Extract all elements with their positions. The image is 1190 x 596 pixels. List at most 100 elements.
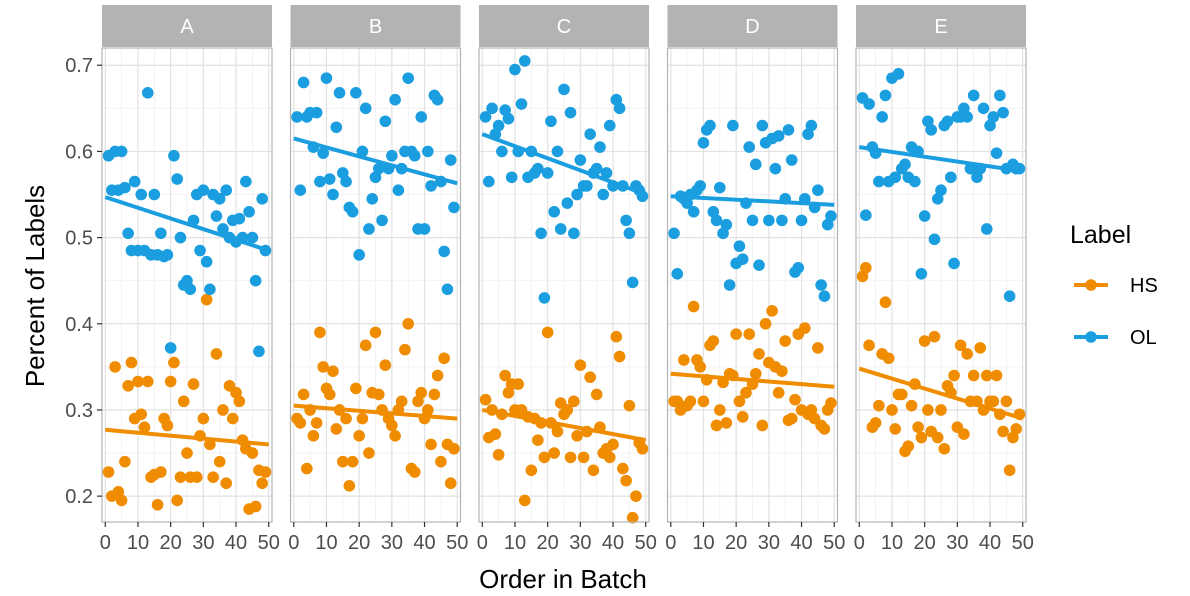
data-point-hs xyxy=(623,399,636,412)
data-point-ol xyxy=(925,124,937,136)
data-point-hs xyxy=(938,442,951,455)
legend-title: Label xyxy=(1070,221,1131,249)
data-point-ol xyxy=(297,76,310,89)
data-point-hs xyxy=(948,369,960,382)
data-point-hs xyxy=(356,412,369,425)
legend-entry-hs: HS xyxy=(1074,275,1158,297)
data-point-hs xyxy=(694,361,706,373)
data-point-hs xyxy=(395,395,408,408)
data-point-hs xyxy=(710,419,723,432)
x-tick-label: 30 xyxy=(192,532,214,554)
data-point-ol xyxy=(668,227,680,240)
data-point-hs xyxy=(636,442,649,455)
data-point-hs xyxy=(363,447,375,459)
data-point-hs xyxy=(825,397,837,409)
data-point-hs xyxy=(379,359,392,371)
data-point-hs xyxy=(197,412,210,425)
data-point-hs xyxy=(707,335,720,347)
facet-panel-e: E 0 10 20 30 40 50 xyxy=(854,5,1034,554)
data-point-hs xyxy=(161,419,174,432)
data-point-hs xyxy=(590,388,603,401)
data-point-hs xyxy=(425,438,437,451)
data-point-hs xyxy=(617,462,629,475)
data-point-hs xyxy=(310,417,323,429)
data-point-hs xyxy=(714,404,726,416)
data-point-ol xyxy=(320,72,333,84)
data-point-hs xyxy=(217,404,229,416)
data-point-hs xyxy=(987,395,1000,408)
data-point-hs xyxy=(779,335,791,347)
y-tick-label: 0.5 xyxy=(65,228,93,250)
x-tick-label: 20 xyxy=(348,532,370,554)
data-point-hs xyxy=(369,326,382,339)
data-point-ol xyxy=(418,223,431,235)
y-tick-label: 0.7 xyxy=(65,55,93,77)
data-point-ol xyxy=(479,111,492,123)
data-point-hs xyxy=(372,388,385,401)
data-point-ol xyxy=(346,205,359,218)
x-tick-label: 40 xyxy=(602,532,624,554)
x-tick-label: 20 xyxy=(725,532,747,554)
data-point-ol xyxy=(561,197,574,209)
data-point-ol xyxy=(987,111,1000,123)
legend-entry-ol: OL xyxy=(1074,327,1157,349)
x-tick-label: 0 xyxy=(665,532,676,554)
x-tick-label: 30 xyxy=(946,532,968,554)
data-point-ol xyxy=(213,193,226,205)
data-point-hs xyxy=(249,500,262,513)
x-tick-label: 10 xyxy=(692,532,714,554)
data-point-ol xyxy=(590,162,603,175)
facet-panel-c: C 0 10 20 30 40 50 xyxy=(477,5,657,554)
data-point-hs xyxy=(177,395,190,408)
data-point-hs xyxy=(135,408,148,421)
data-point-ol xyxy=(310,106,323,119)
data-point-ol xyxy=(366,193,379,205)
x-tick-label: 50 xyxy=(258,532,280,554)
data-point-hs xyxy=(337,455,349,468)
legend-label: HS xyxy=(1130,275,1158,297)
data-point-ol xyxy=(815,279,827,291)
data-point-hs xyxy=(220,477,233,490)
data-point-ol xyxy=(496,145,508,158)
data-point-hs xyxy=(187,378,200,390)
data-point-hs xyxy=(564,451,577,464)
data-point-hs xyxy=(200,293,213,306)
data-point-ol xyxy=(363,223,375,235)
facet-strip-label: C xyxy=(557,16,571,38)
data-point-ol xyxy=(431,93,444,106)
x-tick-label: 30 xyxy=(569,532,591,554)
x-tick-label: 50 xyxy=(635,532,657,554)
data-point-ol xyxy=(233,212,246,225)
data-point-ol xyxy=(314,175,326,188)
data-point-hs xyxy=(935,404,947,416)
data-point-ol xyxy=(135,188,148,201)
data-point-ol xyxy=(597,188,610,201)
facet-strip-label: A xyxy=(180,16,194,38)
x-tick-label: 50 xyxy=(823,532,845,554)
data-point-ol xyxy=(899,158,911,171)
data-point-ol xyxy=(486,102,498,115)
data-point-hs xyxy=(168,356,180,369)
data-point-ol xyxy=(935,184,947,196)
facet-strip xyxy=(290,5,461,47)
data-point-ol xyxy=(141,87,154,99)
data-point-ol xyxy=(168,149,180,162)
data-point-hs xyxy=(869,417,882,429)
data-point-ol xyxy=(554,223,567,235)
x-tick-label: 20 xyxy=(537,532,559,554)
data-point-hs xyxy=(613,350,626,363)
data-point-hs xyxy=(574,359,587,371)
data-point-ol xyxy=(564,106,577,119)
data-point-ol xyxy=(518,55,531,67)
data-point-ol xyxy=(317,147,329,159)
data-point-hs xyxy=(571,430,583,442)
data-point-ol xyxy=(291,111,303,123)
data-point-hs xyxy=(431,369,444,382)
data-point-ol xyxy=(155,227,167,240)
data-point-hs xyxy=(479,393,492,406)
trend-line-hs xyxy=(481,407,647,443)
trend-line-ol xyxy=(293,136,458,186)
data-point-hs xyxy=(776,365,788,377)
data-point-hs xyxy=(697,395,710,408)
x-tick-label: 50 xyxy=(1012,532,1034,554)
